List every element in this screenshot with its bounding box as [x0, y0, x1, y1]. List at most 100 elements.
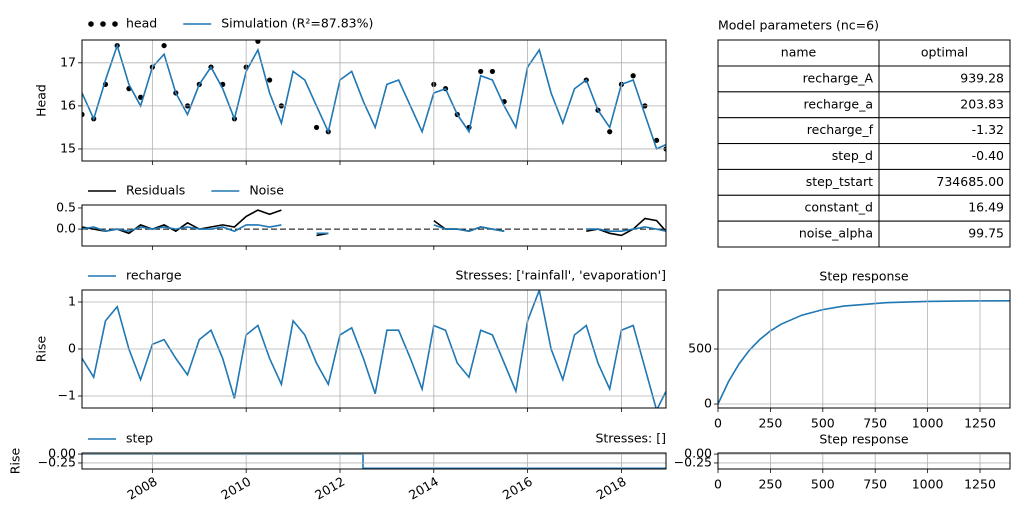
cell-text: step_d: [832, 148, 873, 163]
point: [161, 42, 167, 49]
cell-text: step_tstart: [806, 174, 873, 189]
y-tick-label: −1: [58, 388, 76, 403]
y-axis-label: Rise: [8, 448, 23, 475]
x-tick-label: 1000: [912, 416, 944, 431]
cell: [878, 168, 1011, 196]
cell: [717, 220, 880, 248]
point: [82, 111, 85, 118]
point: [138, 94, 144, 100]
x-tick-label: 0: [714, 477, 722, 492]
cell-text: recharge_a: [804, 96, 873, 111]
series-line: [82, 224, 666, 235]
column-header: optimal: [921, 45, 968, 60]
y-tick-label: 0: [704, 396, 712, 411]
axes-frame: [81, 452, 667, 470]
table-title: Model parameters (nc=6): [718, 18, 879, 33]
plot-area: [82, 209, 666, 237]
point: [607, 129, 613, 135]
cell-text: 99.75: [968, 226, 1004, 241]
x-tick-label: 2008: [125, 474, 160, 503]
series-line: [82, 42, 666, 150]
column-header: name: [781, 45, 817, 60]
x-tick-label: 2010: [218, 474, 253, 503]
y-tick-label: 500: [688, 341, 712, 356]
axes-frame: [81, 289, 667, 409]
x-tick-label: 750: [863, 477, 887, 492]
cell-text: recharge_f: [807, 122, 874, 137]
cell: [878, 65, 1011, 93]
point: [489, 68, 496, 75]
axes-frame: [717, 452, 1011, 470]
legend-marker: [88, 21, 94, 27]
x-tick-label: 1000: [912, 477, 944, 492]
point: [255, 40, 261, 44]
x-tick-label: 250: [758, 416, 782, 431]
y-tick-label: −0.25: [38, 454, 76, 469]
legend-marker: [112, 21, 118, 27]
point: [267, 77, 273, 83]
cell-text: noise_alpha: [799, 226, 873, 241]
legend-label: step: [126, 431, 153, 446]
series-line: [82, 453, 666, 469]
y-tick-label: 0.00: [48, 446, 76, 461]
cell-text: -0.40: [972, 148, 1004, 163]
cell: [717, 143, 880, 170]
cell-text: 939.28: [960, 70, 1004, 85]
x-tick-label: 2018: [594, 474, 629, 503]
legend-label: Noise: [249, 183, 284, 198]
x-tick-label: 750: [863, 416, 887, 431]
x-tick-label: 1250: [964, 477, 996, 492]
y-tick-label: 16: [60, 97, 76, 112]
x-tick-label: 2014: [406, 474, 441, 503]
y-tick-label: 0.5: [56, 199, 76, 214]
x-tick-label: 250: [758, 477, 782, 492]
legend-label: head: [126, 16, 157, 31]
cell-text: recharge_A: [803, 70, 874, 85]
legend-label: Residuals: [126, 183, 185, 198]
plot-area: [718, 300, 1010, 405]
point: [313, 124, 320, 131]
series-line: [82, 290, 666, 408]
x-tick-label: 2016: [500, 474, 535, 503]
y-tick-label: 17: [60, 54, 76, 69]
point: [654, 137, 660, 143]
axes-title: Step response: [819, 432, 909, 447]
axes-frame: [81, 39, 667, 162]
point: [630, 73, 636, 79]
stress-label: Stresses: []: [595, 431, 666, 446]
series-line: [82, 209, 666, 237]
point: [478, 68, 484, 75]
cell: [717, 168, 880, 196]
cell: [717, 65, 880, 93]
y-tick-label: 0.0: [56, 221, 76, 236]
axes-frame: [81, 204, 667, 247]
x-tick-label: 0: [714, 416, 722, 431]
legend-label: Simulation (R²=87.83%): [221, 16, 373, 31]
x-tick-label: 2012: [312, 474, 347, 503]
y-axis-label: Rise: [34, 336, 49, 363]
x-tick-label: 500: [811, 416, 835, 431]
y-tick-label: −0.25: [674, 454, 712, 469]
cell-text: -1.32: [972, 122, 1004, 137]
y-tick-label: 1: [68, 293, 76, 308]
plot-area: [82, 40, 666, 152]
cell: [717, 91, 880, 119]
y-tick-label: 0: [68, 341, 76, 356]
cell-text: constant_d: [804, 200, 873, 215]
y-tick-label: 15: [60, 140, 76, 155]
x-tick-label: 1250: [964, 416, 996, 431]
y-tick-label: 0.00: [684, 446, 712, 461]
axes-frame: [717, 289, 1011, 409]
legend-label: recharge: [126, 268, 182, 283]
x-tick-label: 500: [811, 477, 835, 492]
y-axis-label: Head: [34, 84, 49, 117]
cell: [878, 220, 1011, 248]
legend-marker: [100, 21, 106, 27]
cell-text: 16.49: [968, 200, 1004, 215]
plot-area: [82, 453, 666, 469]
cell-text: 203.83: [960, 96, 1004, 111]
cell: [717, 194, 880, 222]
cell-text: 734685.00: [936, 174, 1004, 189]
plot-area: [82, 290, 666, 408]
